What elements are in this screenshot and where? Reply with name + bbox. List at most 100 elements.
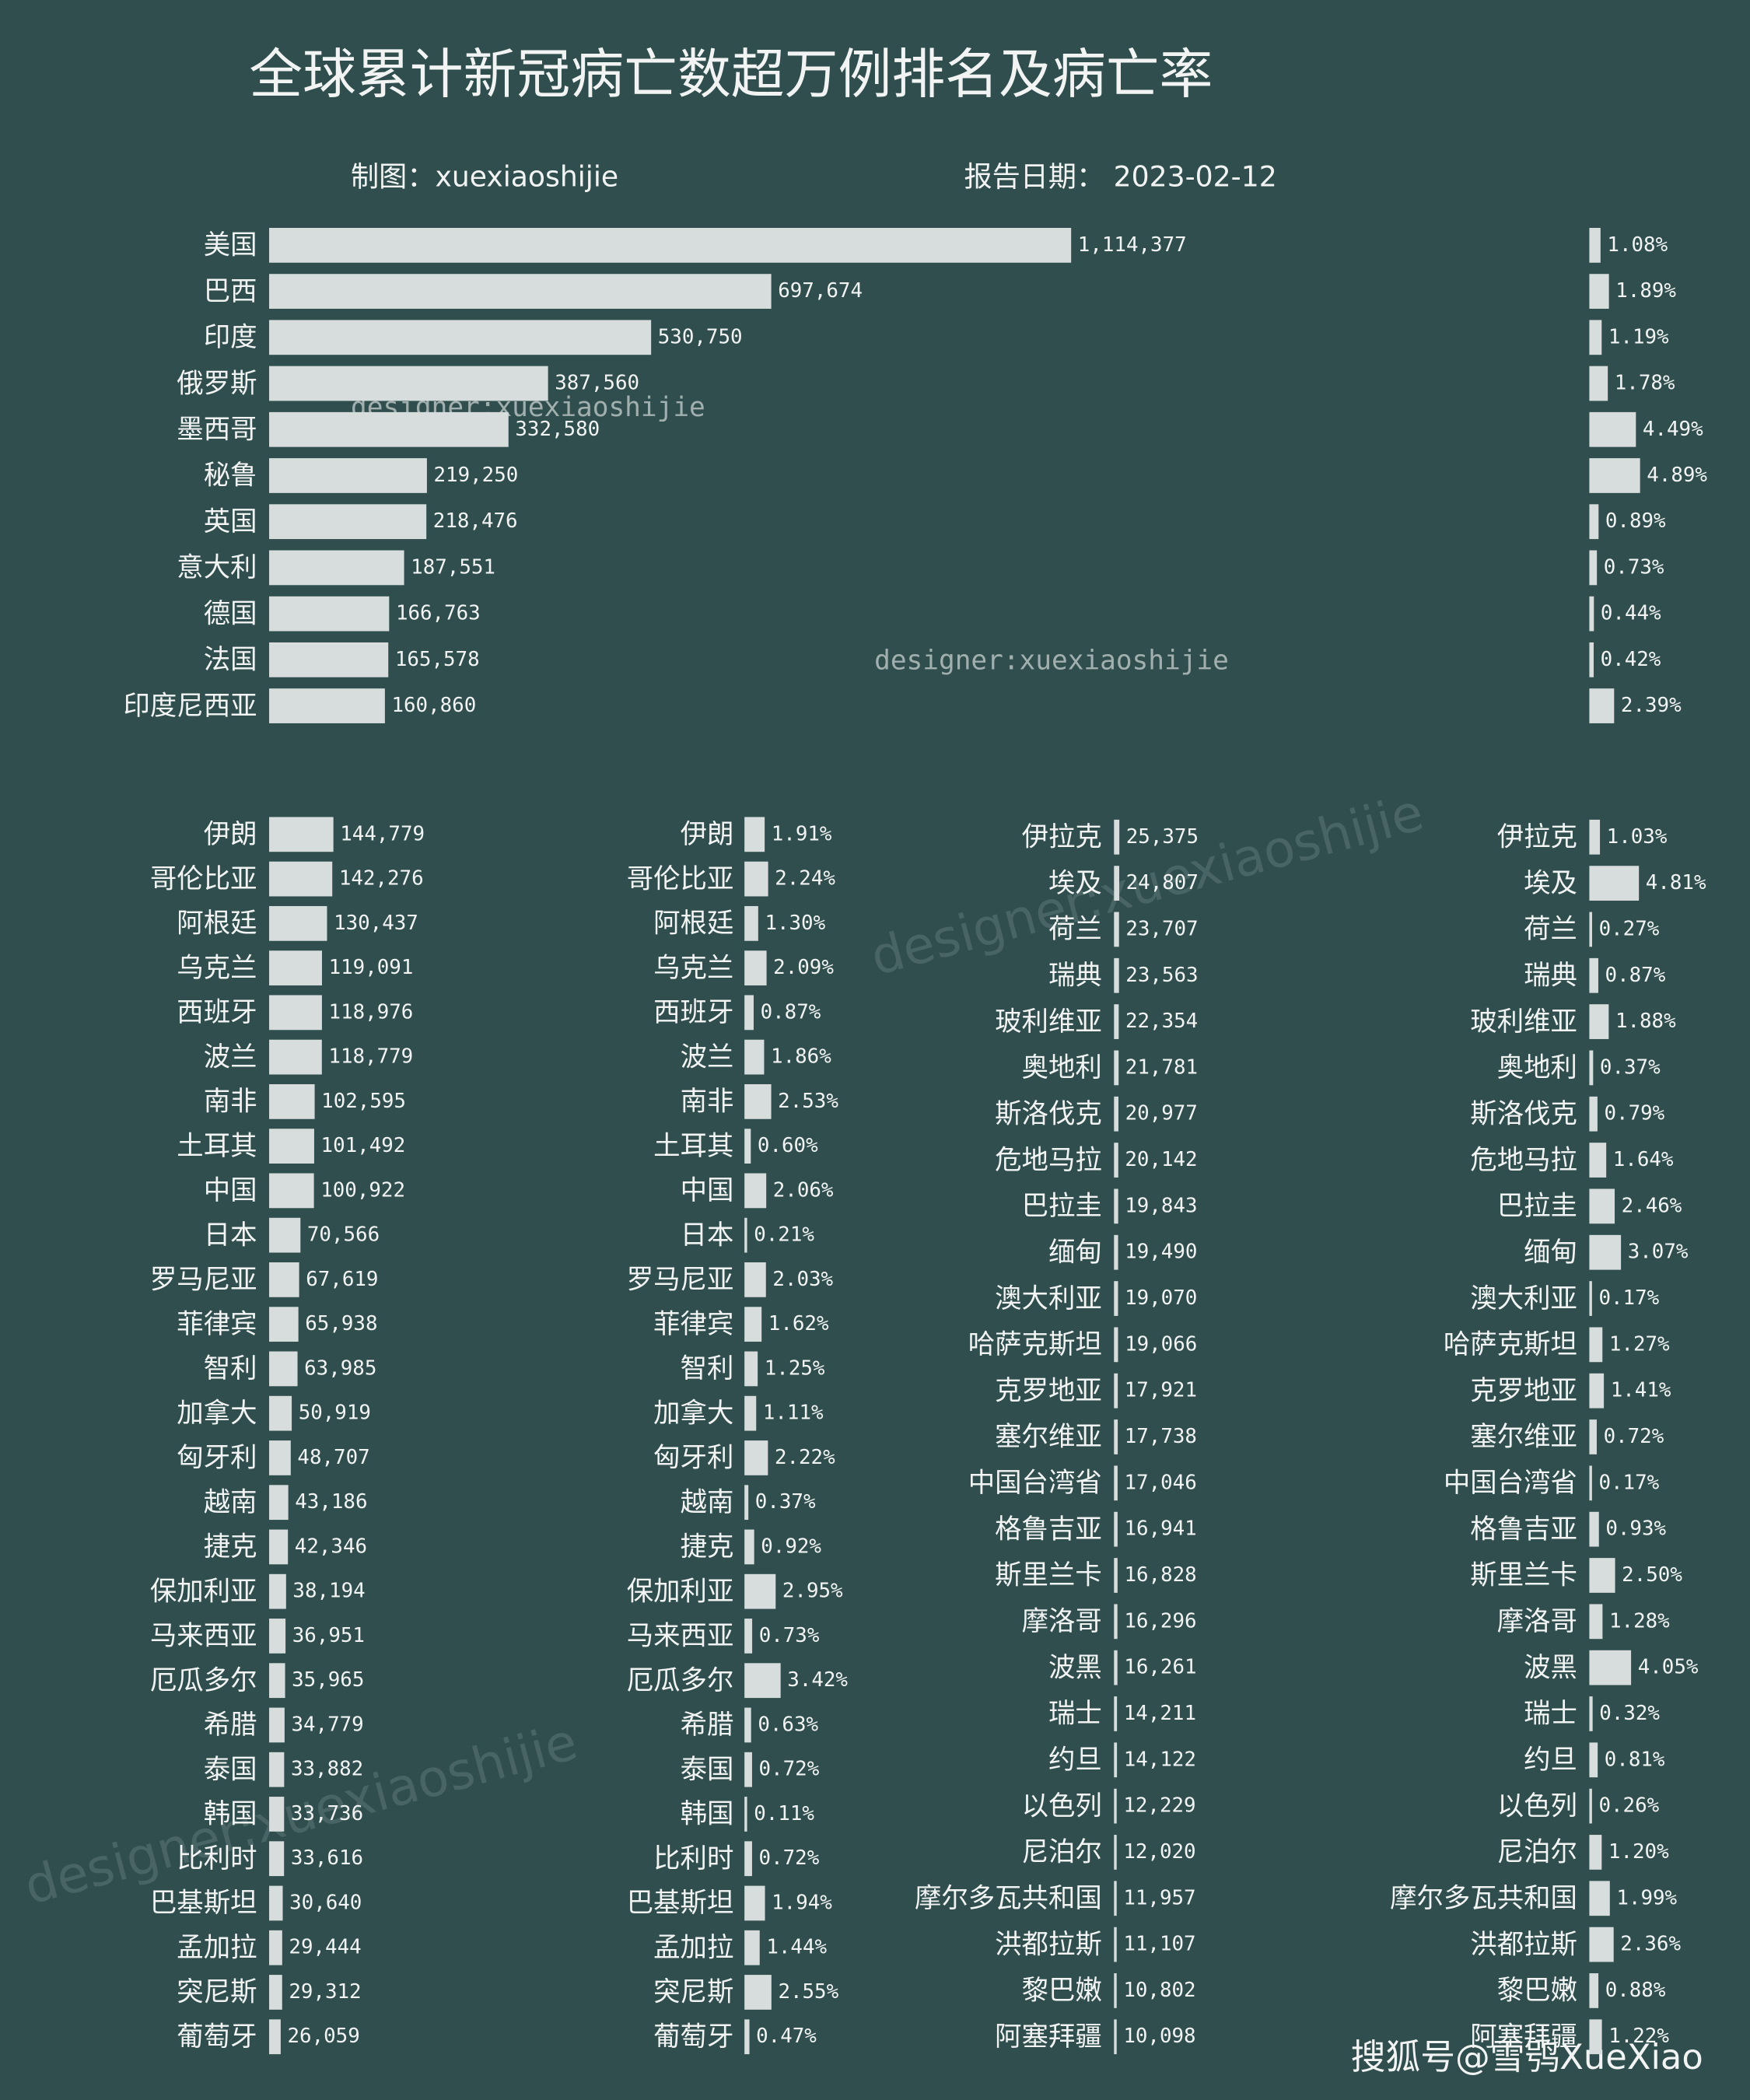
category-label: 乌克兰 [177, 953, 257, 984]
bar [1114, 1143, 1118, 1178]
bar [269, 1395, 292, 1431]
category-label: 阿根廷 [177, 908, 257, 940]
value-label: 2.36% [1620, 1933, 1681, 1956]
category-label: 比利时 [653, 1843, 733, 1874]
value-label: 4.81% [1646, 871, 1706, 894]
value-label: 0.11% [754, 1802, 814, 1825]
bar [1114, 1419, 1118, 1454]
category-label: 中国 [681, 1175, 734, 1206]
value-label: 11,957 [1123, 1886, 1195, 1909]
bar [269, 1529, 289, 1565]
category-label: 匈牙利 [177, 1443, 257, 1474]
category-label: 摩尔多瓦共和国 [915, 1883, 1102, 1914]
bar [744, 1039, 765, 1075]
bar [269, 1129, 314, 1164]
bar [1589, 1281, 1592, 1316]
category-label: 伊拉克 [1497, 822, 1577, 853]
bar [1589, 912, 1592, 947]
value-label: 11,107 [1123, 1933, 1195, 1956]
value-label: 530,750 [658, 325, 743, 348]
category-label: 越南 [204, 1487, 257, 1518]
bar [269, 1351, 298, 1387]
category-label: 厄瓜多尔 [150, 1665, 257, 1696]
value-label: 1.28% [1609, 1609, 1670, 1633]
category-label: 厄瓜多尔 [627, 1665, 734, 1696]
category-label: 希腊 [204, 1710, 257, 1741]
bar [1589, 866, 1640, 901]
bar [1114, 1050, 1119, 1086]
bar [744, 1395, 757, 1431]
bar [269, 1797, 285, 1832]
value-label: 29,444 [289, 1936, 361, 1959]
bar [1589, 1927, 1614, 1962]
value-label: 332,580 [515, 418, 600, 441]
value-label: 0.87% [761, 1000, 821, 1024]
watermark: designer:xuexiaoshijie [874, 645, 1229, 676]
bar [1589, 1511, 1599, 1547]
bar [1589, 458, 1640, 493]
category-label: 孟加拉 [653, 1932, 733, 1963]
category-label: 危地马拉 [1470, 1145, 1577, 1176]
value-label: 1.64% [1613, 1148, 1674, 1171]
category-label: 巴基斯坦 [627, 1888, 734, 1919]
category-label: 澳大利亚 [1470, 1283, 1577, 1314]
category-label: 希腊 [681, 1710, 734, 1741]
value-label: 142,276 [339, 867, 424, 891]
bar [1589, 504, 1599, 540]
value-label: 4.49% [1643, 418, 1703, 441]
bar [1114, 1465, 1118, 1501]
category-label: 伊朗 [204, 819, 257, 850]
bar [1589, 411, 1636, 447]
bar [269, 1573, 286, 1609]
bar [269, 1440, 291, 1475]
value-label: 43,186 [295, 1490, 367, 1514]
bar [269, 596, 390, 632]
value-label: 1.19% [1608, 325, 1669, 348]
value-label: 0.37% [1600, 1055, 1661, 1079]
value-label: 35,965 [292, 1668, 364, 1692]
category-label: 摩洛哥 [1022, 1606, 1102, 1637]
category-label: 克罗地亚 [1470, 1375, 1577, 1406]
category-label: 奥地利 [1022, 1052, 1102, 1083]
value-label: 24,807 [1126, 871, 1199, 894]
category-label: 克罗地亚 [995, 1375, 1102, 1406]
value-label: 38,194 [292, 1580, 365, 1603]
bar [1114, 1927, 1117, 1962]
value-label: 2.24% [775, 867, 835, 891]
bar [1114, 1327, 1118, 1363]
category-label: 加拿大 [177, 1398, 257, 1429]
bar [744, 1083, 772, 1119]
bar [1114, 1234, 1118, 1270]
value-label: 1.30% [765, 912, 825, 935]
value-label: 17,921 [1125, 1379, 1197, 1402]
value-label: 0.87% [1605, 964, 1666, 987]
category-label: 澳大利亚 [995, 1283, 1102, 1314]
value-label: 1.99% [1616, 1886, 1677, 1909]
category-label: 荷兰 [1048, 914, 1102, 945]
category-label: 塞尔维亚 [1470, 1422, 1577, 1453]
bar [269, 995, 322, 1031]
bar [269, 817, 334, 852]
value-label: 17,738 [1125, 1425, 1197, 1448]
bar [1589, 1373, 1605, 1409]
category-label: 中国台湾省 [1444, 1468, 1577, 1499]
category-label: 印度尼西亚 [123, 691, 257, 722]
bar [269, 1841, 285, 1877]
bar [1589, 1650, 1632, 1685]
value-label: 1.94% [772, 1891, 832, 1914]
value-label: 26,059 [288, 2025, 360, 2048]
bar [269, 227, 1072, 263]
value-label: 102,595 [321, 1090, 406, 1113]
bar [1589, 596, 1594, 632]
value-label: 36,951 [292, 1624, 365, 1647]
bar [1114, 1788, 1117, 1824]
category-label: 秘鲁 [204, 460, 257, 492]
bar [1589, 1696, 1593, 1731]
category-label: 伊拉克 [1022, 822, 1102, 853]
bar [1589, 1419, 1597, 1454]
value-label: 4.89% [1647, 464, 1707, 487]
bar [1114, 957, 1119, 993]
bar [269, 1217, 301, 1253]
bar [1589, 2019, 1602, 2055]
category-label: 阿塞拜疆 [1470, 2021, 1577, 2053]
